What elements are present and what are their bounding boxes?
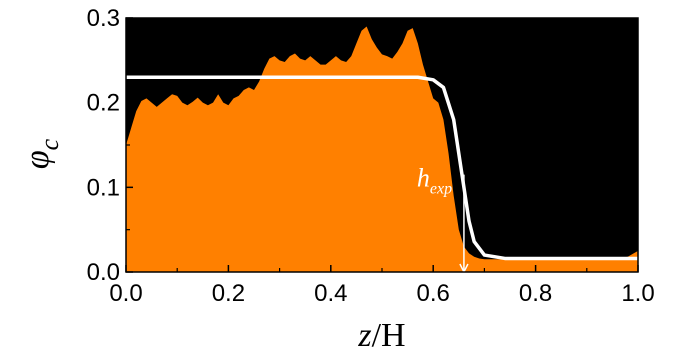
y-axis-label-var: φ <box>19 150 56 169</box>
x-axis-label-var: z <box>357 317 371 354</box>
annotation-label-sub-0: exp <box>430 181 452 198</box>
x-tick-label-2: 0.4 <box>314 280 347 307</box>
x-tick-label-1: 0.2 <box>212 280 245 307</box>
y-tick-label-2: 0.2 <box>87 90 120 117</box>
y-tick-label-3: 0.3 <box>87 5 120 32</box>
y-axis-label-sub: c <box>35 138 64 150</box>
annotation-layer: hexp <box>417 164 469 274</box>
x-tick-label-0: 0.0 <box>109 280 142 307</box>
x-tick-label-5: 1.0 <box>621 280 654 307</box>
x-axis-label-rest: /H <box>372 317 406 354</box>
y-tick-label-1: 0.1 <box>87 174 120 201</box>
x-tick-label-4: 0.8 <box>519 280 552 307</box>
y-tick-label-0: 0.0 <box>87 259 120 286</box>
y-axis-label: φc <box>19 138 64 169</box>
x-axis-label: z/H <box>357 317 405 354</box>
x-tick-label-3: 0.6 <box>417 280 450 307</box>
annotation-label-main-0: h <box>417 164 430 193</box>
tick-layer: 0.0 0.2 0.4 0.6 0.8 1.0 0.0 0.1 0.2 0.3 <box>87 5 655 307</box>
annotation-label-0: hexp <box>417 164 452 198</box>
series-area-0 <box>126 26 638 272</box>
